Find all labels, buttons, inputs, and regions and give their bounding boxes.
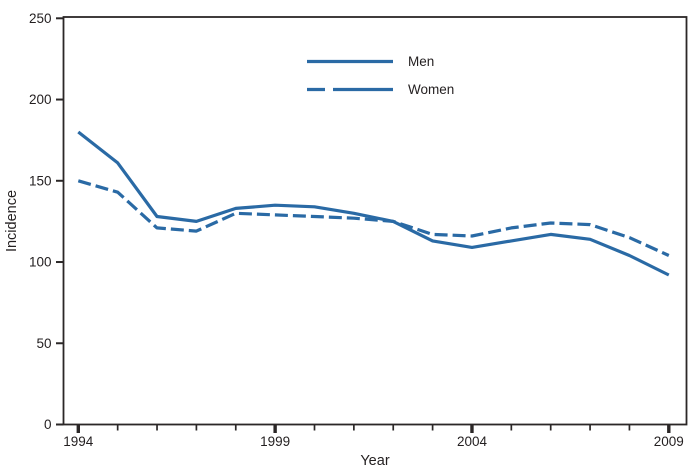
y-tick-label: 250 <box>29 11 52 26</box>
y-axis-ticks <box>56 17 64 426</box>
y-tick-label: 200 <box>29 92 52 107</box>
x-tick-label: 1999 <box>260 434 290 449</box>
series-line-women <box>77 179 670 257</box>
x-tick-label: 2009 <box>654 434 684 449</box>
y-tick-label: 100 <box>29 255 52 270</box>
y-tick-label: 0 <box>44 417 52 432</box>
y-axis-tick-labels: 0 50 100 150 200 250 <box>29 11 52 432</box>
legend: Men Women <box>307 54 454 97</box>
legend-women-label: Women <box>408 82 454 97</box>
y-tick-label: 150 <box>29 173 52 188</box>
series-lines <box>77 130 670 277</box>
plot-area-border <box>62 16 688 426</box>
series-line-men <box>77 130 670 277</box>
x-tick-label: 1994 <box>63 434 94 449</box>
y-axis-title: Incidence <box>4 190 20 252</box>
x-axis-tick-labels: 1994 1999 2004 2009 <box>63 434 684 449</box>
y-tick-label: 50 <box>36 336 51 351</box>
x-axis-title: Year <box>360 453 389 469</box>
x-axis-ticks <box>76 424 671 433</box>
legend-men-label: Men <box>408 54 434 69</box>
x-tick-label: 2004 <box>457 434 488 449</box>
